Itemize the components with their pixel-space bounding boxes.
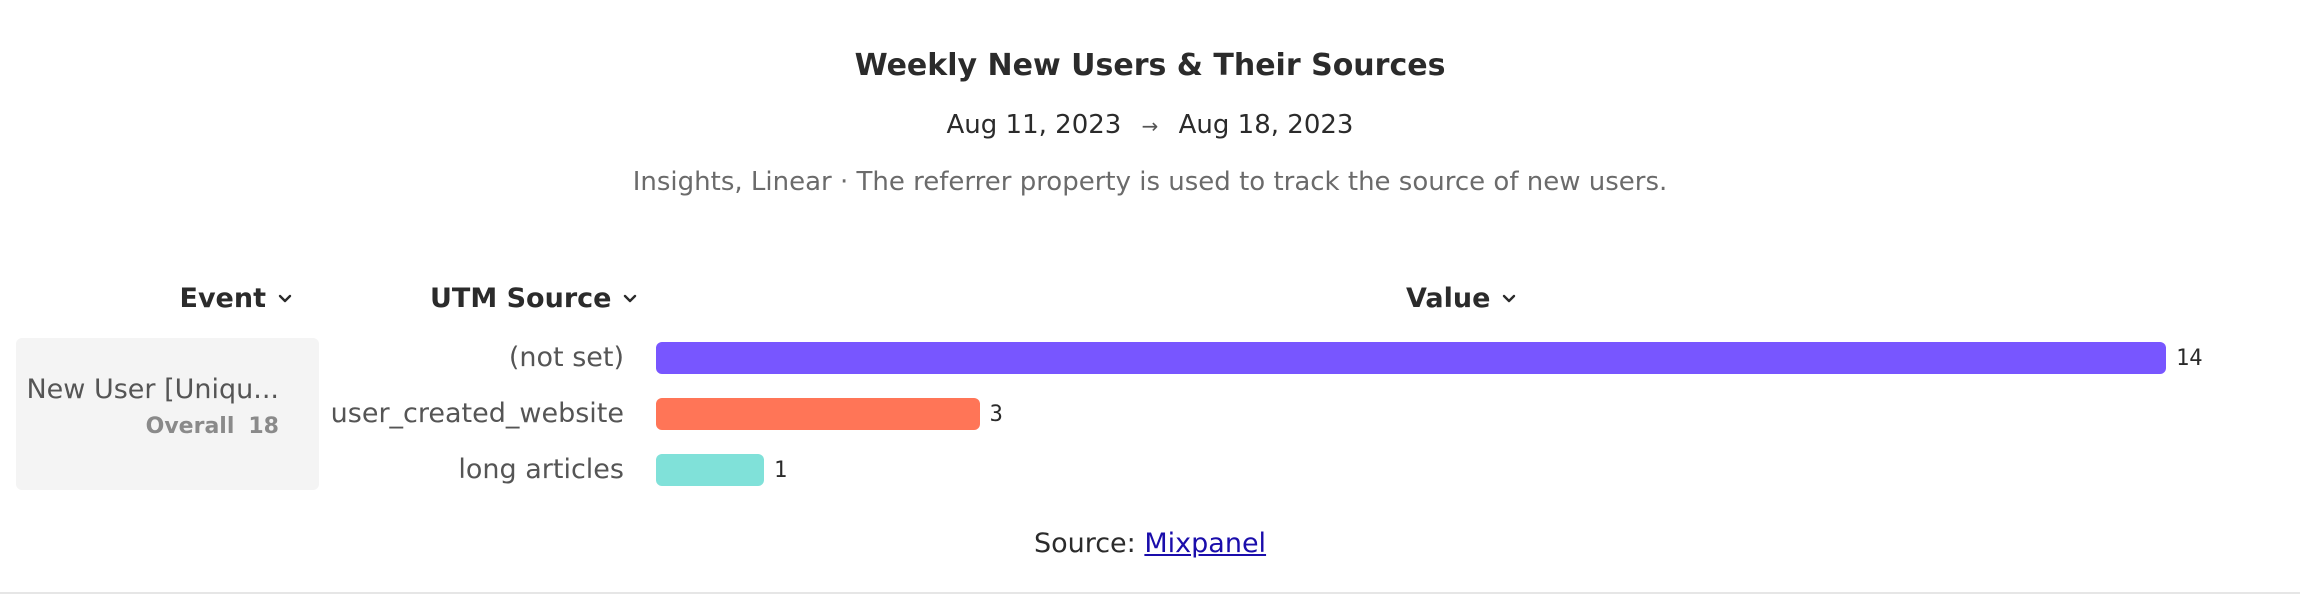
category-label: long articles [458,454,624,485]
source-label: Source: [1033,528,1136,559]
event-column-label: Event [179,283,266,314]
bar-value-label: 14 [2176,346,2203,371]
chevron-down-icon [278,294,292,302]
bar-value-label: 1 [773,458,788,483]
event-card[interactable]: New User [Uniqu... Overall 18 [16,338,319,490]
event-name: New User [Uniqu... [26,374,279,405]
utm-source-column-label: UTM Source [430,283,612,314]
divider [0,592,2300,594]
utm-source-column-header[interactable]: UTM Source [430,283,637,314]
bar[interactable] [656,398,980,430]
overall-label: Overall [145,414,235,439]
event-column-header[interactable]: Event [180,283,292,314]
value-column-header[interactable]: Value [1406,283,1516,314]
category-label: (not set) [508,342,624,373]
arrow-right-icon: → [1141,114,1159,138]
bar[interactable] [656,454,764,486]
bar-value-label: 3 [989,402,1003,427]
bar[interactable] [656,342,2166,374]
event-overall: Overall 18 [146,414,279,439]
chart-title: Weekly New Users & Their Sources [854,48,1446,83]
chart-subtitle: Insights, Linear · The referrer property… [632,167,1668,197]
category-label: user_created_website [330,398,624,429]
date-start: Aug 11, 2023 [946,110,1122,140]
overall-value: 18 [248,414,279,439]
date-end: Aug 18, 2023 [1178,110,1354,140]
value-column-label: Value [1406,283,1491,314]
source-link[interactable]: Mixpanel [1144,528,1267,559]
source-line: Source: Mixpanel [0,528,2300,559]
chevron-down-icon [624,294,637,302]
date-range: Aug 11, 2023 → Aug 18, 2023 [0,110,2300,140]
chevron-down-icon [1503,294,1516,302]
